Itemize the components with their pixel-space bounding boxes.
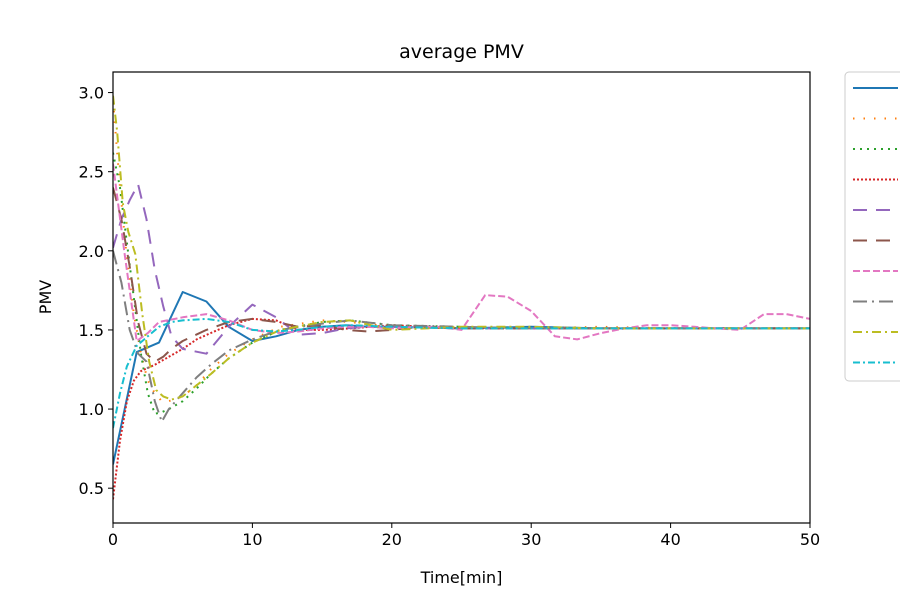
series-line-10 — [113, 317, 810, 429]
series-line-7 — [113, 163, 810, 342]
x-axis-label: Time[min] — [420, 568, 503, 587]
y-tick-label: 2.0 — [79, 242, 104, 261]
y-tick-label: 1.0 — [79, 400, 104, 419]
y-tick-label: 0.5 — [79, 479, 104, 498]
x-tick-label: 10 — [242, 530, 262, 549]
series-line-9 — [113, 95, 810, 401]
chart-title: average PMV — [399, 41, 524, 63]
y-tick-label: 3.0 — [79, 84, 104, 103]
x-tick-label: 0 — [108, 530, 118, 549]
y-tick-label: 2.5 — [79, 163, 104, 182]
y-axis-label: PMV — [36, 280, 55, 314]
legend — [844, 71, 900, 382]
x-tick-label: 50 — [800, 530, 820, 549]
x-tick-label: 20 — [382, 530, 402, 549]
x-tick-label: 30 — [521, 530, 541, 549]
series-layer — [113, 95, 810, 500]
x-tick-label: 40 — [660, 530, 680, 549]
plot-frame — [112, 71, 811, 524]
y-axis: 0.5 1.0 1.5 2.0 2.5 3.0 — [79, 84, 113, 498]
y-tick-label: 1.5 — [79, 321, 104, 340]
x-axis: 0 10 20 30 40 50 — [108, 523, 820, 549]
series-line-6 — [113, 187, 810, 363]
legend-box — [844, 71, 900, 382]
